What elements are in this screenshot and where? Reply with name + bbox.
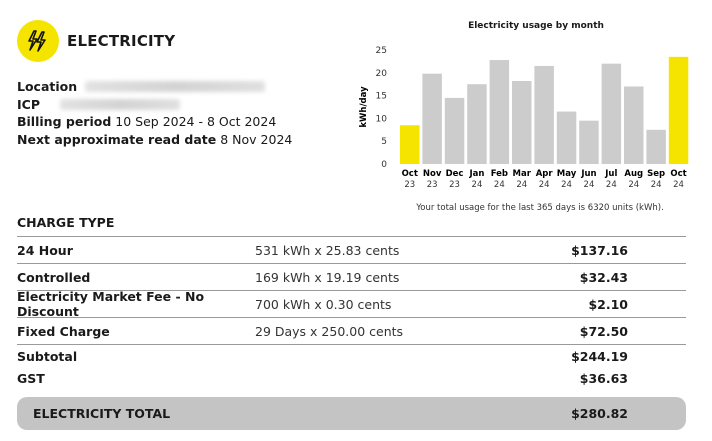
bar-jul-24 (601, 63, 622, 164)
x-tick-year: 23 (427, 180, 438, 190)
y-tick-label: 0 (381, 160, 387, 170)
x-tick-month: Feb (491, 169, 508, 179)
gst-amount: $36.63 (579, 371, 628, 386)
x-tick-year: 24 (628, 180, 639, 190)
total-label: ELECTRICITY TOTAL (33, 406, 171, 421)
charge-amount: $72.50 (579, 323, 628, 339)
bar-dec-23 (444, 97, 465, 164)
x-tick-year: 24 (673, 180, 684, 190)
next-read-label: Next approximate read date (17, 131, 217, 147)
subtotal-amount: $244.19 (571, 349, 628, 364)
table-row: 24 Hour 531 kWh x 25.83 cents $137.16 (17, 236, 686, 263)
billing-period-value: 10 Sep 2024 - 8 Oct 2024 (115, 114, 277, 129)
table-row: Controlled 169 kWh x 19.19 cents $32.43 (17, 263, 686, 290)
x-tick-year: 24 (606, 180, 617, 190)
usage-bar-chart: kWh/day0510152025Oct23Nov23Dec23Jan24Feb… (359, 46, 689, 190)
x-tick-year: 24 (539, 180, 550, 190)
next-read-value: 8 Nov 2024 (220, 131, 293, 147)
gst-label: GST (17, 371, 45, 386)
charges-table: 24 Hour 531 kWh x 25.83 cents $137.16 Co… (17, 236, 686, 389)
section-title: ELECTRICITY (67, 32, 176, 50)
redacted-icp (60, 98, 180, 110)
charge-type-heading: CHARGE TYPE (17, 215, 115, 230)
bar-mar-24 (512, 81, 532, 164)
bar-apr-24 (534, 65, 554, 164)
subtotal-label: Subtotal (17, 349, 78, 364)
x-tick-year: 24 (472, 180, 483, 190)
total-bar: ELECTRICITY TOTAL $280.82 (17, 397, 686, 430)
y-tick-label: 15 (376, 92, 387, 102)
total-amount: $280.82 (571, 406, 628, 421)
subtotal-row: Subtotal $244.19 (17, 344, 686, 368)
x-tick-month: Jun (580, 169, 596, 179)
section-header: ELECTRICITY (17, 20, 175, 62)
charge-amount: $32.43 (579, 269, 628, 285)
location-label: Location (17, 79, 78, 94)
billing-period-row: Billing period 10 Sep 2024 - 8 Oct 2024 (17, 113, 292, 131)
x-tick-year: 23 (404, 180, 415, 190)
x-tick-year: 24 (584, 180, 595, 190)
y-tick-label: 5 (381, 137, 387, 147)
x-tick-year: 23 (449, 180, 460, 190)
bar-sep-24 (646, 129, 666, 164)
y-tick-label: 10 (376, 114, 388, 124)
x-tick-month: Oct (402, 169, 418, 179)
bar-oct-24 (668, 56, 689, 165)
charge-name: Electricity Market Fee - No Discount (17, 289, 205, 319)
bar-nov-23 (422, 73, 442, 164)
gst-row: GST $36.63 (17, 368, 686, 389)
x-tick-month: Aug (624, 169, 643, 179)
usage-summary: Your total usage for the last 365 days i… (416, 203, 664, 213)
x-tick-month: Dec (446, 169, 464, 179)
lightning-bolt-icon (17, 20, 59, 62)
charge-detail: 531 kWh x 25.83 cents (255, 242, 400, 258)
x-tick-year: 24 (494, 180, 505, 190)
x-tick-month: Jan (468, 169, 484, 179)
next-read-row: Next approximate read date 8 Nov 2024 (17, 131, 292, 149)
table-row: Electricity Market Fee - No Discount 700… (17, 289, 686, 319)
charge-amount: $2.10 (588, 296, 628, 312)
charge-detail: 169 kWh x 19.19 cents (255, 269, 400, 285)
charge-name: Fixed Charge (17, 323, 110, 339)
charge-detail: 29 Days x 250.00 cents (255, 323, 404, 339)
x-tick-month: Sep (647, 169, 665, 179)
x-tick-year: 24 (561, 180, 572, 190)
bar-aug-24 (624, 86, 644, 164)
account-info: Location ICP Billing period 10 Sep 2024 … (17, 78, 292, 148)
x-tick-month: Nov (423, 169, 442, 179)
y-tick-label: 20 (376, 69, 388, 79)
x-tick-month: Jul (604, 169, 617, 179)
x-tick-year: 24 (651, 180, 662, 190)
y-axis-label: kWh/day (359, 86, 369, 128)
y-tick-label: 25 (376, 46, 387, 56)
table-row: Fixed Charge 29 Days x 250.00 cents $72.… (17, 317, 686, 344)
bar-oct-23 (400, 125, 420, 164)
x-tick-month: Apr (536, 169, 554, 179)
x-tick-month: Mar (513, 169, 532, 179)
x-tick-month: Oct (670, 169, 686, 179)
icp-label: ICP (17, 96, 40, 112)
charge-amount: $137.16 (571, 242, 628, 258)
bar-feb-24 (489, 60, 510, 164)
charge-name: 24 Hour (17, 242, 73, 258)
redacted-location (85, 81, 266, 93)
location-row: Location (17, 78, 292, 96)
chart-title: Electricity usage by month (468, 21, 604, 31)
bar-jan-24 (467, 84, 487, 164)
charge-name: Controlled (17, 269, 91, 285)
bar-jun-24 (579, 120, 599, 164)
charge-detail: 700 kWh x 0.30 cents (255, 296, 392, 312)
icp-row: ICP (17, 96, 292, 114)
x-tick-year: 24 (516, 180, 527, 190)
bar-may-24 (556, 111, 577, 164)
x-tick-month: May (557, 169, 577, 179)
billing-period-label: Billing period (17, 114, 112, 129)
